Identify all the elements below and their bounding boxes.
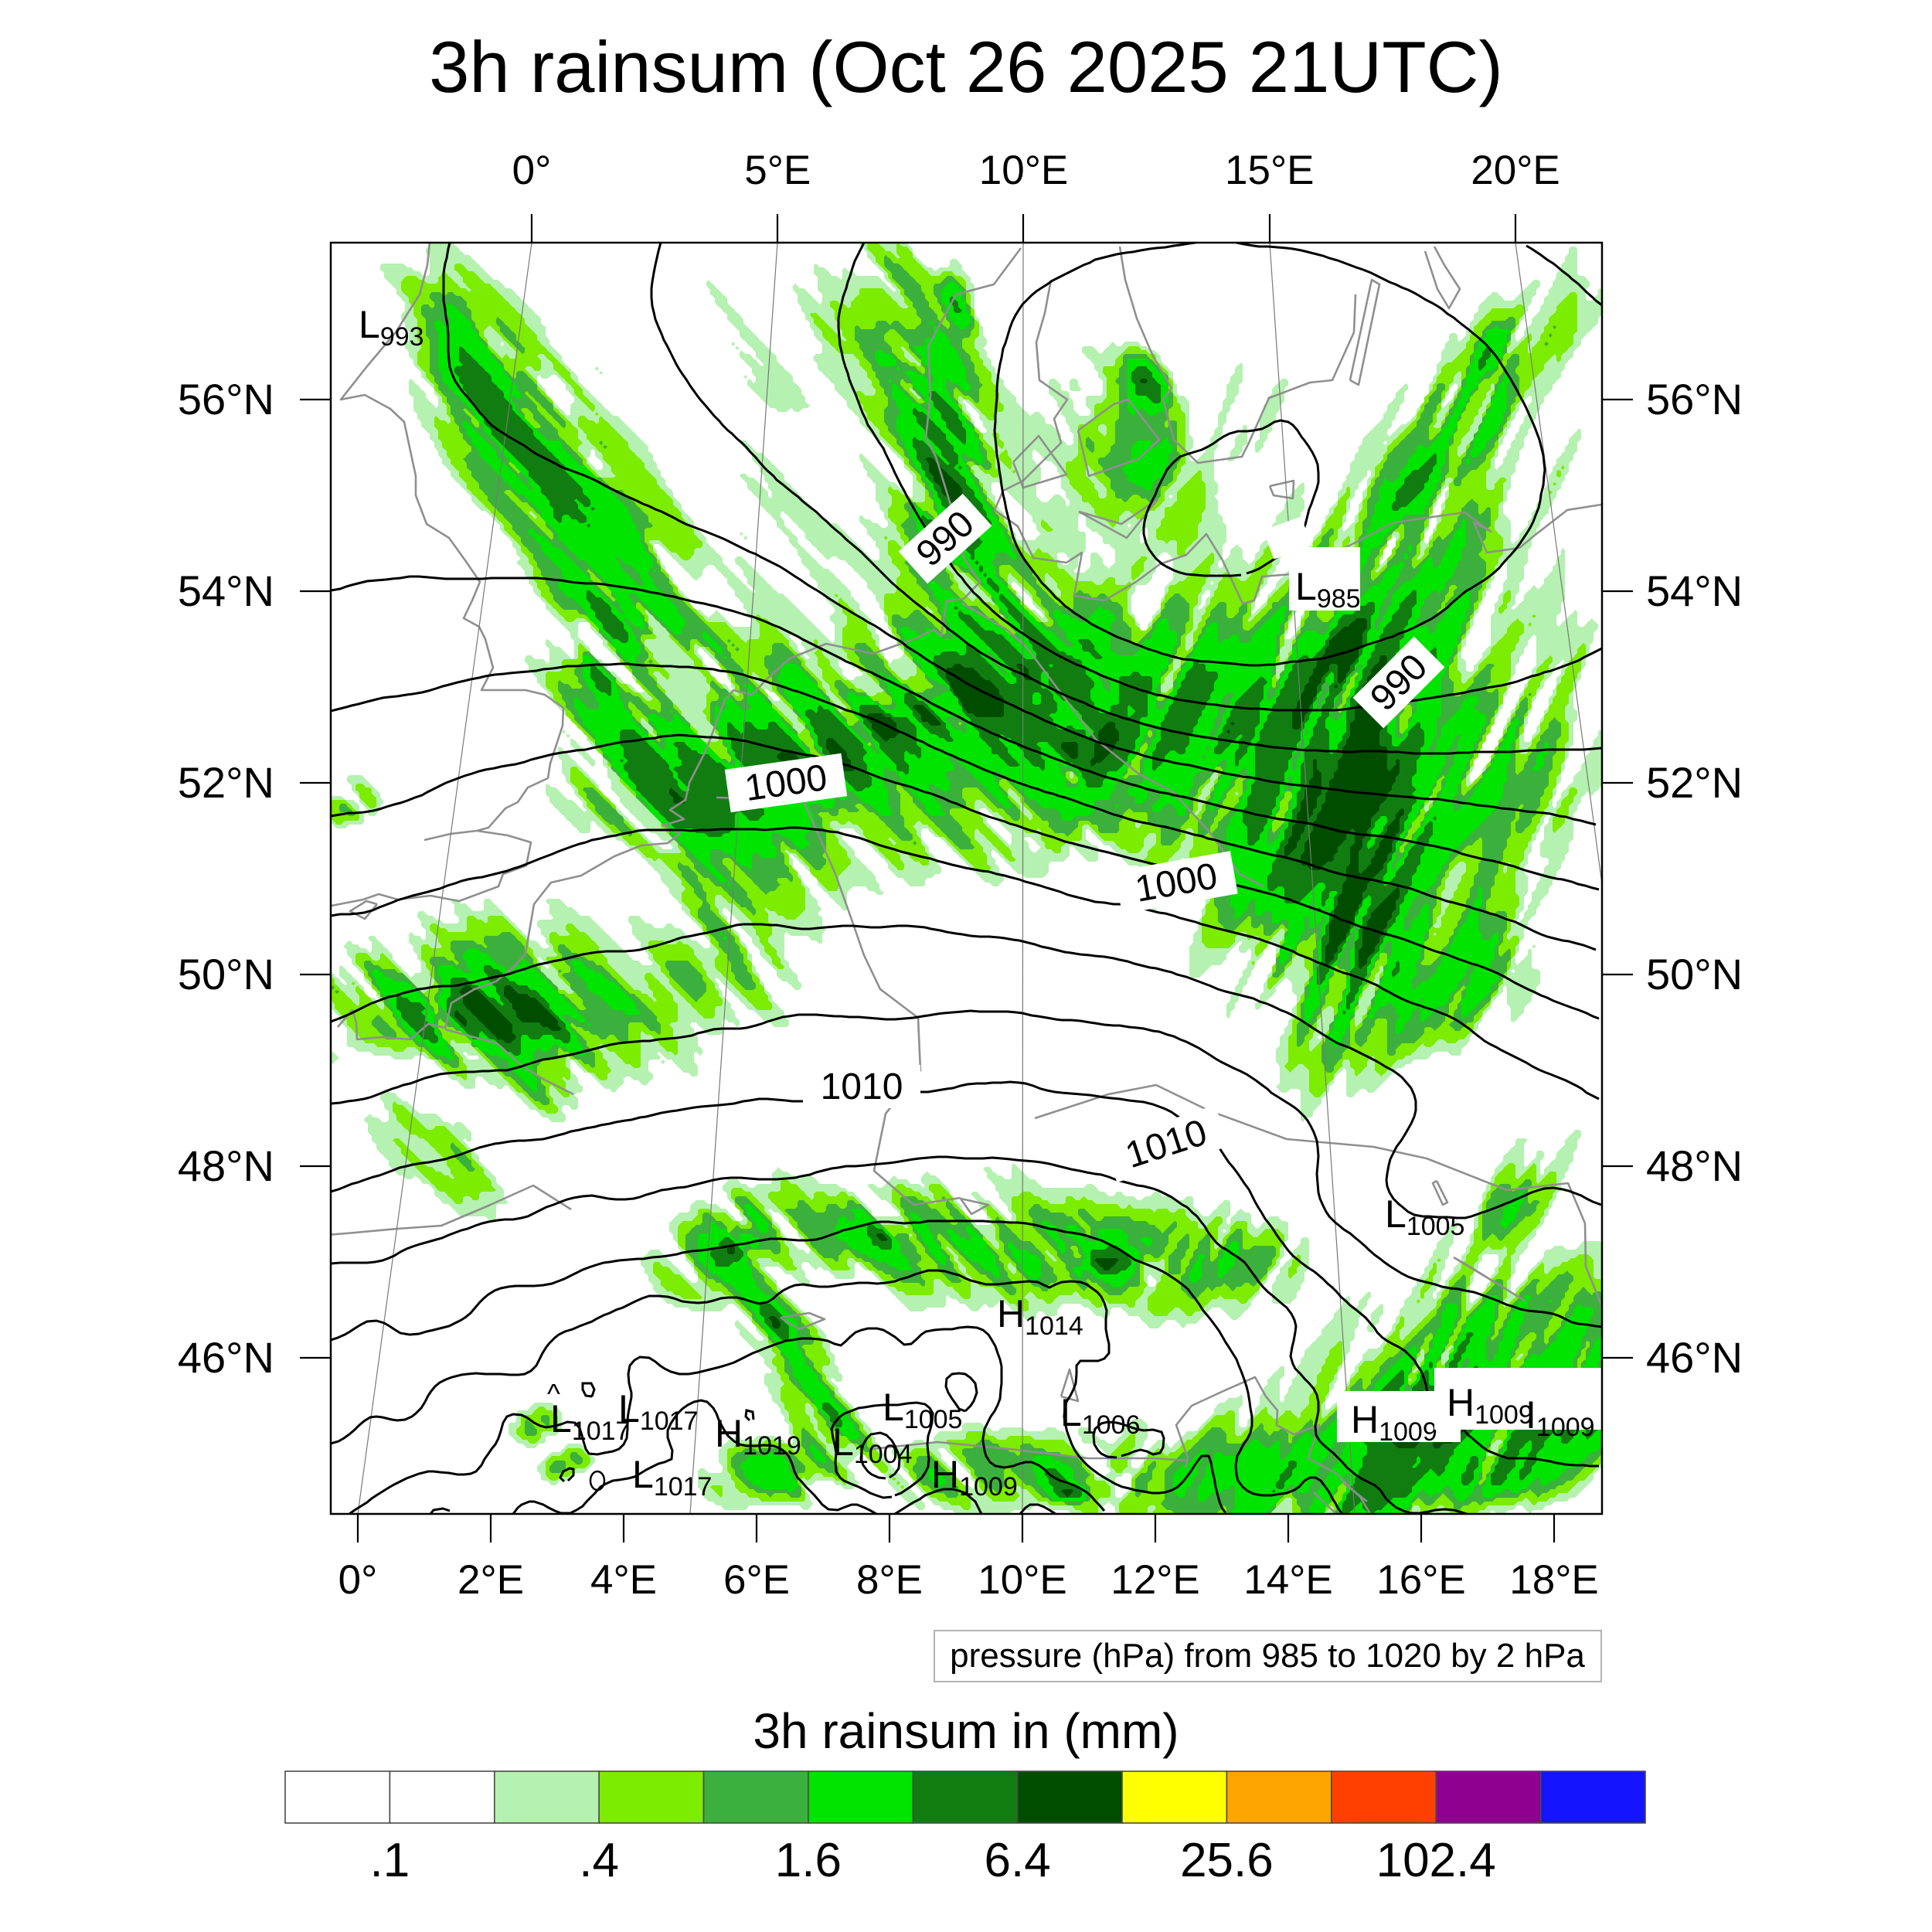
svg-text:1010: 1010 (821, 1066, 903, 1107)
svg-text:48°N: 48°N (178, 1141, 274, 1190)
svg-text:50°N: 50°N (178, 950, 274, 998)
svg-text:25.6: 25.6 (1180, 1834, 1274, 1887)
svg-text:10°E: 10°E (978, 1557, 1067, 1603)
svg-text:6°E: 6°E (723, 1557, 790, 1603)
svg-text:56°N: 56°N (1646, 375, 1743, 423)
svg-text:H1019: H1019 (715, 1412, 801, 1461)
svg-text:54°N: 54°N (178, 566, 274, 615)
svg-text:5°E: 5°E (744, 148, 811, 193)
svg-text:^: ^ (547, 1378, 560, 1410)
svg-text:12°E: 12°E (1111, 1557, 1200, 1603)
svg-text:6.4: 6.4 (985, 1834, 1051, 1887)
svg-text:54°N: 54°N (1646, 566, 1743, 615)
svg-text:52°N: 52°N (1646, 758, 1743, 807)
svg-text:14°E: 14°E (1243, 1557, 1333, 1603)
svg-text:102.4: 102.4 (1376, 1834, 1496, 1887)
svg-text:2°E: 2°E (457, 1557, 524, 1603)
svg-text:0°: 0° (512, 148, 552, 193)
svg-text:3h rainsum (Oct 26 2025 21UTC): 3h rainsum (Oct 26 2025 21UTC) (429, 26, 1503, 107)
svg-text:56°N: 56°N (178, 375, 274, 423)
svg-text:46°N: 46°N (1646, 1333, 1743, 1382)
svg-text:15°E: 15°E (1225, 148, 1315, 193)
svg-text:46°N: 46°N (178, 1333, 274, 1382)
svg-text:pressure (hPa) from 985 to 102: pressure (hPa) from 985 to 1020 by 2 hPa (950, 1637, 1585, 1675)
svg-text:20°E: 20°E (1471, 148, 1560, 193)
svg-text:4°E: 4°E (590, 1557, 657, 1603)
svg-text:3h rainsum in (mm): 3h rainsum in (mm) (753, 1703, 1179, 1759)
svg-text:.4: .4 (579, 1834, 619, 1887)
svg-text:52°N: 52°N (178, 758, 274, 807)
svg-text:1.6: 1.6 (775, 1834, 842, 1887)
svg-text:50°N: 50°N (1646, 950, 1743, 998)
svg-text:.1: .1 (370, 1834, 410, 1887)
svg-text:18°E: 18°E (1509, 1557, 1599, 1603)
svg-text:16°E: 16°E (1376, 1557, 1466, 1603)
svg-text:0°: 0° (338, 1557, 378, 1603)
svg-text:48°N: 48°N (1646, 1141, 1743, 1190)
svg-text:10°E: 10°E (979, 148, 1069, 193)
svg-text:8°E: 8°E (856, 1557, 923, 1603)
